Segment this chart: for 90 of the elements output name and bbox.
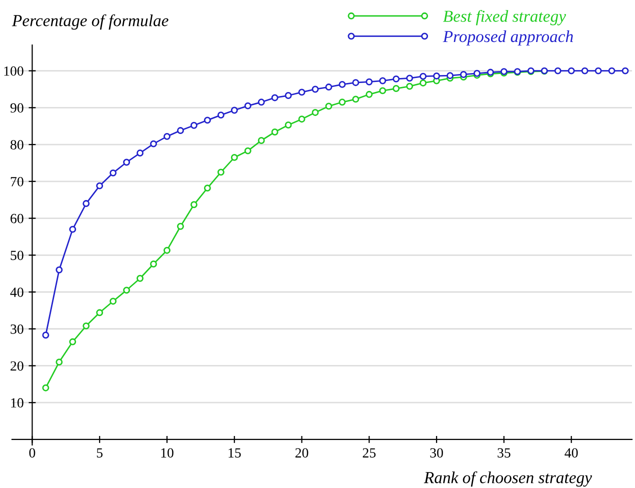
y-tick-label: 50 — [10, 250, 24, 260]
point — [271, 128, 278, 136]
point — [284, 92, 292, 99]
point — [312, 86, 319, 93]
point — [312, 108, 319, 116]
legend-label: Best fixed strategy — [443, 10, 566, 26]
point — [230, 154, 238, 161]
point — [164, 246, 170, 254]
point — [110, 169, 117, 176]
point — [460, 71, 467, 78]
point — [366, 78, 373, 86]
point — [258, 98, 265, 106]
point — [568, 67, 575, 74]
x-tick-label: 5 — [96, 448, 103, 458]
point — [554, 67, 562, 74]
x-tick-label: 0 — [29, 448, 36, 458]
point — [244, 147, 252, 154]
point — [298, 116, 306, 123]
y-tick-label: 40 — [10, 288, 24, 297]
point — [379, 87, 386, 94]
point — [392, 85, 400, 92]
point — [136, 274, 144, 282]
point — [446, 72, 454, 80]
y-tick-label: 10 — [11, 398, 24, 408]
x-tick-label: 40 — [564, 448, 578, 458]
x-tick-label: 10 — [161, 448, 174, 458]
point — [420, 80, 427, 86]
point — [123, 286, 130, 294]
point — [352, 96, 360, 103]
y-axis-title: Percentage of formulae — [12, 14, 168, 30]
point — [298, 88, 306, 96]
point — [164, 132, 170, 140]
point — [217, 168, 224, 176]
point — [406, 82, 414, 90]
point — [110, 298, 117, 305]
point — [581, 67, 588, 74]
point — [338, 98, 346, 106]
point — [96, 182, 104, 190]
point — [325, 102, 332, 110]
point — [622, 67, 629, 74]
y-tick-label: 30 — [10, 324, 24, 334]
x-tick-label: 30 — [430, 448, 443, 458]
point — [325, 84, 332, 90]
point — [406, 74, 414, 82]
point — [123, 158, 130, 166]
point — [42, 384, 50, 392]
point — [82, 322, 90, 330]
point — [392, 75, 400, 82]
point — [56, 266, 63, 274]
x-tick-label: 20 — [295, 448, 308, 458]
point — [433, 72, 440, 80]
point — [244, 102, 252, 110]
point — [204, 184, 211, 192]
point — [204, 116, 211, 124]
point — [258, 137, 265, 144]
point — [352, 79, 360, 86]
point — [366, 90, 373, 98]
point — [190, 122, 198, 129]
point — [379, 77, 386, 84]
y-tick-label: 100 — [4, 66, 24, 76]
x-tick-label: 25 — [362, 448, 376, 458]
y-tick-label: 80 — [10, 140, 24, 150]
legend-label: Proposed approach — [442, 30, 573, 46]
y-tick-label: 70 — [10, 176, 24, 186]
point — [230, 106, 238, 114]
point — [96, 309, 104, 316]
point — [82, 200, 90, 207]
point — [177, 127, 184, 134]
point — [608, 67, 616, 74]
y-tick-label: 60 — [10, 214, 24, 224]
y-tick-label: 20 — [10, 361, 24, 371]
point — [338, 80, 346, 88]
point — [271, 94, 278, 102]
point — [177, 222, 184, 230]
point — [217, 112, 224, 119]
point — [150, 260, 157, 268]
point — [284, 122, 292, 128]
point — [150, 140, 157, 148]
point — [42, 332, 50, 339]
point — [69, 338, 76, 346]
point — [136, 150, 144, 156]
point — [56, 358, 63, 366]
x-axis-title: Rank of choosen strategy — [424, 471, 592, 487]
point — [420, 72, 427, 80]
x-tick-label: 35 — [498, 448, 510, 458]
y-tick-label: 90 — [10, 103, 24, 113]
x-tick-label: 15 — [228, 448, 241, 458]
point — [594, 67, 602, 74]
point — [69, 226, 76, 233]
point — [190, 201, 198, 208]
